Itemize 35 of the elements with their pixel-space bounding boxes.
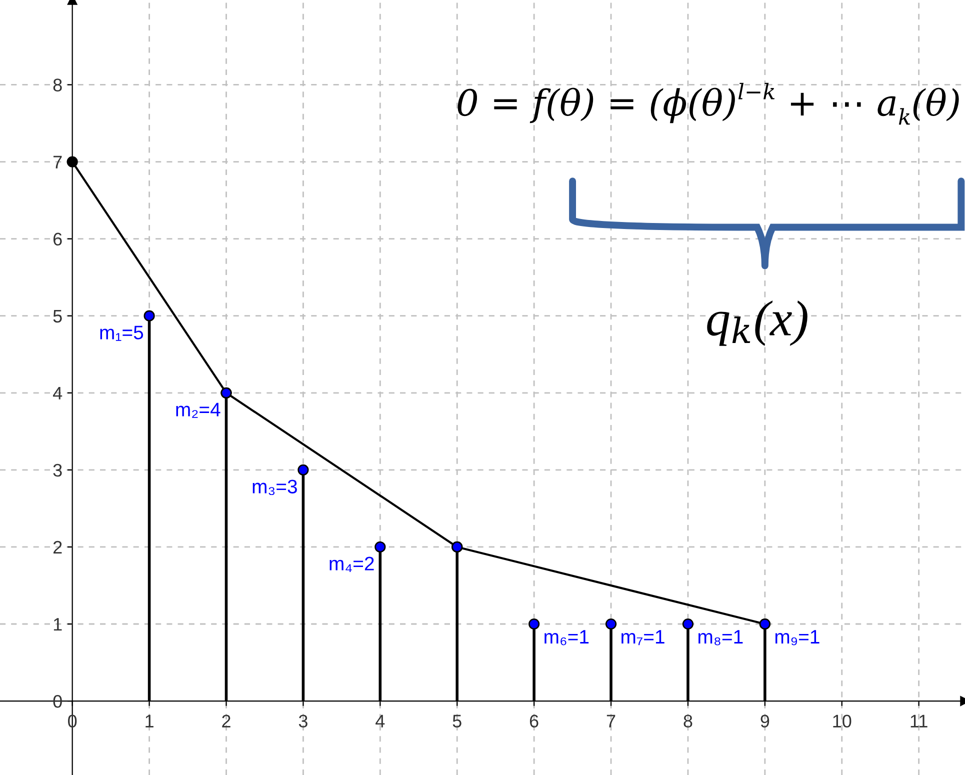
y-tick-label: 5 bbox=[53, 310, 62, 323]
data-label: m₆=1 bbox=[544, 630, 589, 646]
y-tick-label: 1 bbox=[54, 618, 62, 631]
x-tick-label: 8 bbox=[684, 714, 692, 728]
x-tick-label: 10 bbox=[833, 714, 852, 728]
point bbox=[298, 464, 309, 476]
data-label: m₈=1 bbox=[698, 630, 743, 646]
y-tick-label: 7 bbox=[54, 156, 62, 168]
x-tick-label: 4 bbox=[376, 714, 385, 728]
point bbox=[528, 618, 540, 630]
data-label: m₄=2 bbox=[330, 556, 374, 572]
y-tick-label: 6 bbox=[53, 232, 62, 246]
y-tick-label: 8 bbox=[53, 78, 62, 92]
data-label: m₉=1 bbox=[775, 630, 820, 646]
annotation: q$_{k}$(x) bbox=[707, 300, 808, 346]
x-tick-label: 11 bbox=[910, 714, 928, 728]
x-tick-label: 3 bbox=[298, 714, 308, 728]
x-tick-label: 1 bbox=[146, 714, 154, 728]
point bbox=[605, 618, 617, 630]
point bbox=[144, 310, 155, 322]
x-tick-label: 7 bbox=[606, 714, 616, 728]
data-label: m₃=3 bbox=[252, 480, 297, 496]
x-tick-label: 9 bbox=[760, 714, 770, 728]
x-tick-label: 6 bbox=[530, 714, 538, 728]
data-label: m₂=4 bbox=[176, 402, 220, 418]
point bbox=[374, 541, 386, 553]
x-tick-label: 5 bbox=[452, 714, 462, 728]
y-tick-label: 4 bbox=[52, 387, 62, 400]
data-label: m₁=5 bbox=[100, 326, 144, 341]
data-label: m₇=1 bbox=[622, 630, 664, 646]
point bbox=[682, 618, 694, 630]
y-tick-label: 2 bbox=[53, 540, 62, 554]
x-tick-label: 2 bbox=[222, 714, 230, 728]
y-tick-label: 3 bbox=[53, 464, 62, 477]
point bbox=[66, 156, 78, 168]
